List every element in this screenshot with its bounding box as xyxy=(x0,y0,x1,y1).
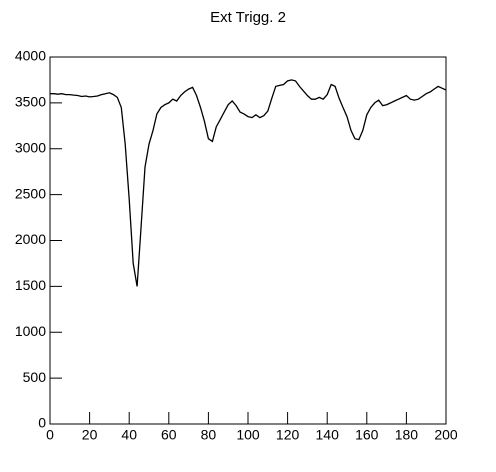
y-tick-label: 4000 xyxy=(15,48,46,64)
y-tick-label: 500 xyxy=(23,369,47,385)
x-tick-label: 140 xyxy=(316,427,340,443)
y-tick-label: 3500 xyxy=(15,94,46,110)
x-tick-label: 200 xyxy=(434,427,458,443)
y-tick-label: 1000 xyxy=(15,323,46,339)
x-tick-label: 120 xyxy=(276,427,300,443)
x-tick-label: 100 xyxy=(236,427,260,443)
y-tick-label: 2000 xyxy=(15,231,46,247)
x-tick-label: 20 xyxy=(82,427,98,443)
y-tick-label: 3000 xyxy=(15,139,46,155)
x-tick-label: 0 xyxy=(46,427,54,443)
x-tick-label: 40 xyxy=(121,427,137,443)
x-tick-label: 180 xyxy=(395,427,419,443)
x-tick-label: 160 xyxy=(355,427,379,443)
chart-title: Ext Trigg. 2 xyxy=(210,9,286,26)
y-tick-label: 2500 xyxy=(15,185,46,201)
x-tick-label: 80 xyxy=(201,427,217,443)
y-tick-label: 1500 xyxy=(15,277,46,293)
data-line xyxy=(50,79,447,287)
y-tick-label: 0 xyxy=(38,415,46,431)
x-tick-label: 60 xyxy=(161,427,177,443)
